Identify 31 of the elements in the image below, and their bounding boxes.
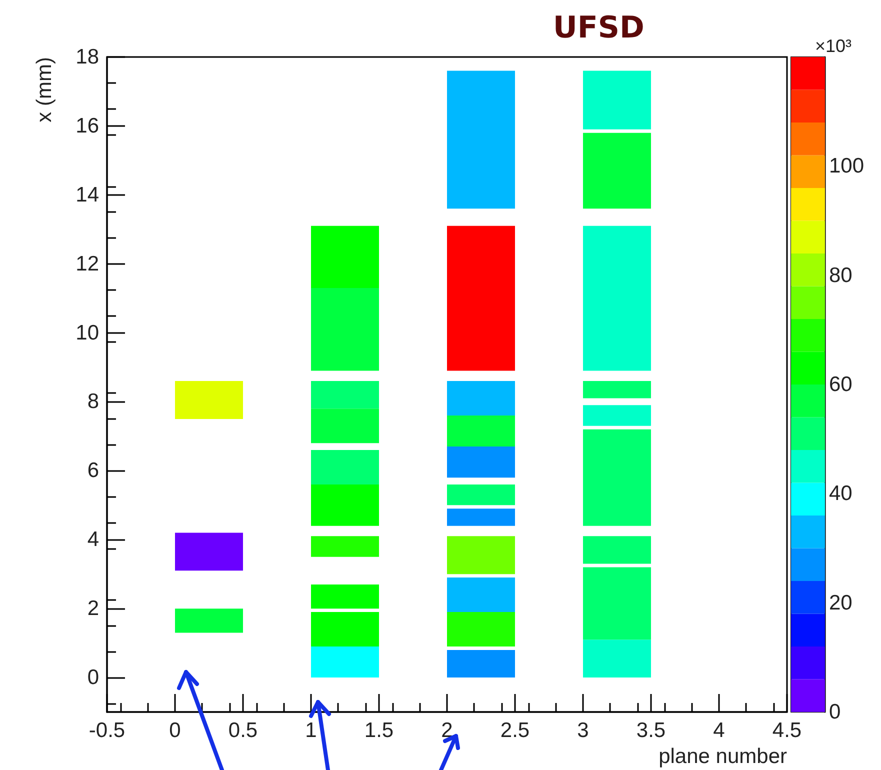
- x-tick-label: 0.5: [228, 719, 258, 742]
- color-bar-label: 60: [829, 373, 852, 396]
- y-tick-label: 10: [76, 321, 99, 344]
- x-tick-label: 4: [713, 719, 726, 742]
- y-tick-label: 2: [87, 597, 99, 620]
- y-tick-label: 8: [87, 390, 99, 414]
- color-bar-label: 80: [829, 264, 852, 287]
- color-bar-label: 20: [829, 591, 852, 614]
- color-bar-title: ×10³: [815, 36, 852, 56]
- y-tick-label: 12: [76, 252, 99, 276]
- x-axis-title: plane number: [658, 745, 788, 768]
- x-tick-label: -0.5: [88, 719, 126, 742]
- chart-title: UFSD: [553, 10, 644, 46]
- y-tick-label: 6: [87, 459, 99, 482]
- x-tick-label: 2.5: [500, 719, 530, 742]
- x-tick-label: 1: [305, 719, 317, 742]
- color-bar-label: 0: [829, 700, 841, 724]
- x-tick-label: 4.5: [772, 719, 802, 742]
- x-tick-label: 3: [577, 719, 589, 742]
- x-tick-label: 1.5: [364, 719, 394, 742]
- x-tick-label: 3.5: [636, 719, 666, 742]
- y-tick-label: 4: [87, 528, 100, 552]
- y-tick-label: 0: [87, 666, 99, 690]
- color-bar-label: 100: [829, 154, 864, 178]
- color-bar-label: 40: [829, 482, 852, 506]
- y-tick-label: 14: [76, 183, 100, 206]
- x-tick-label: 2: [441, 719, 453, 742]
- y-tick-label: 18: [76, 46, 99, 68]
- y-tick-label: 16: [76, 114, 99, 138]
- x-tick-label: 0: [169, 719, 181, 742]
- y-axis-title: x (mm): [33, 57, 56, 122]
